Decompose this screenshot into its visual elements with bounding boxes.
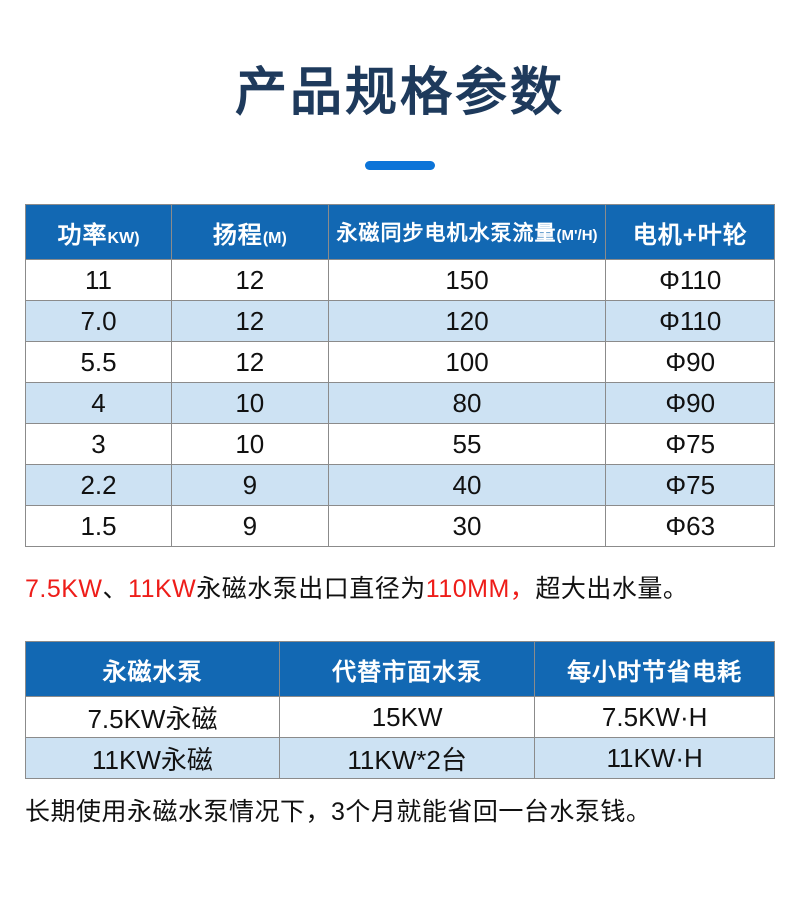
spec-cell-flow: 30 bbox=[327, 505, 607, 547]
column-header-head-unit: (M) bbox=[262, 229, 287, 247]
comparison-cell-replaces: 15KW bbox=[278, 696, 536, 738]
comparison-cell-pm-pump: 11KW永磁 bbox=[25, 737, 280, 779]
column-header-power-label: 功率 bbox=[57, 221, 108, 249]
spec-cell-power: 7.0 bbox=[24, 300, 173, 342]
spec-cell-head: 9 bbox=[171, 464, 329, 506]
spec-cell-impeller: Φ63 bbox=[605, 505, 775, 547]
comparison-row: 7.5KW永磁 15KW 7.5KW·H bbox=[25, 696, 775, 738]
spec-row: 2.2 9 40 Φ75 bbox=[24, 464, 775, 506]
spec-cell-head: 12 bbox=[171, 300, 329, 342]
outlet-note-segment: 110MM， bbox=[425, 575, 536, 603]
spec-row: 7.0 12 120 Φ110 bbox=[24, 300, 775, 342]
spec-row: 11 12 150 Φ110 bbox=[24, 259, 775, 301]
page-title: 产品规格参数 bbox=[234, 64, 565, 122]
outlet-note-segment: 永磁水泵出口直径为 bbox=[196, 575, 426, 603]
comparison-table-body: 7.5KW永磁 15KW 7.5KW·H 11KW永磁 11KW*2台 11KW… bbox=[25, 696, 775, 779]
spec-cell-impeller: Φ110 bbox=[605, 259, 775, 301]
comparison-row: 11KW永磁 11KW*2台 11KW·H bbox=[25, 737, 775, 779]
product-spec-page: 产品规格参数 功率KW) 扬程(M) 永磁同步电机水泵流量(M'/H) 电机+叶… bbox=[0, 62, 800, 904]
spec-row: 4 10 80 Φ90 bbox=[24, 382, 775, 424]
comparison-cell-savings: 11KW·H bbox=[534, 737, 775, 779]
column-header-flow-label: 永磁同步电机水泵流量 bbox=[336, 222, 557, 245]
spec-header-row: 功率KW) 扬程(M) 永磁同步电机水泵流量(M'/H) 电机+叶轮 bbox=[24, 204, 775, 260]
spec-cell-power: 2.2 bbox=[24, 464, 173, 506]
spec-cell-head: 10 bbox=[171, 382, 329, 424]
spec-cell-power: 4 bbox=[24, 382, 173, 424]
spec-cell-flow: 100 bbox=[327, 341, 607, 383]
comparison-cell-pm-pump: 7.5KW永磁 bbox=[25, 696, 280, 738]
column-header-motor-impeller: 电机+叶轮 bbox=[605, 204, 775, 260]
spec-cell-impeller: Φ90 bbox=[605, 382, 775, 424]
column-header-motor-impeller-label: 电机+叶轮 bbox=[632, 221, 748, 249]
title-underline bbox=[365, 161, 435, 170]
column-header-pm-pump: 永磁水泵 bbox=[25, 641, 280, 697]
spec-cell-head: 10 bbox=[171, 423, 329, 465]
spec-table-body: 11 12 150 Φ110 7.0 12 120 Φ110 5.5 12 10… bbox=[24, 259, 775, 547]
spec-cell-impeller: Φ110 bbox=[605, 300, 775, 342]
outlet-note-segment: 、 bbox=[102, 575, 129, 603]
comparison-header-row: 永磁水泵 代替市面水泵 每小时节省电耗 bbox=[25, 641, 775, 697]
column-header-flow-unit: (M'/H) bbox=[556, 227, 598, 244]
spec-cell-power: 5.5 bbox=[24, 341, 173, 383]
comparison-table: 永磁水泵 代替市面水泵 每小时节省电耗 7.5KW永磁 15KW 7.5KW·H… bbox=[25, 641, 775, 779]
outlet-note: 7.5KW、11KW永磁水泵出口直径为110MM，超大出水量。 bbox=[25, 572, 775, 606]
savings-note: 长期使用永磁水泵情况下，3个月就能省回一台水泵钱。 bbox=[25, 798, 652, 826]
column-header-head: 扬程(M) bbox=[171, 204, 329, 260]
spec-cell-head: 12 bbox=[171, 259, 329, 301]
spec-cell-impeller: Φ75 bbox=[605, 464, 775, 506]
comparison-table-header: 永磁水泵 代替市面水泵 每小时节省电耗 bbox=[25, 641, 775, 697]
outlet-note-segment: 11KW bbox=[128, 575, 197, 603]
outlet-note-segment: 7.5KW bbox=[25, 575, 103, 603]
spec-cell-flow: 80 bbox=[327, 382, 607, 424]
column-header-flow: 永磁同步电机水泵流量(M'/H) bbox=[327, 204, 607, 260]
spec-row: 1.5 9 30 Φ63 bbox=[24, 505, 775, 547]
spec-cell-flow: 150 bbox=[327, 259, 607, 301]
spec-cell-power: 1.5 bbox=[24, 505, 173, 547]
spec-cell-flow: 120 bbox=[327, 300, 607, 342]
column-header-replaces: 代替市面水泵 bbox=[278, 641, 536, 697]
comparison-cell-replaces: 11KW*2台 bbox=[278, 737, 536, 779]
column-header-power: 功率KW) bbox=[24, 204, 173, 260]
spec-cell-head: 9 bbox=[171, 505, 329, 547]
spec-cell-impeller: Φ75 bbox=[605, 423, 775, 465]
spec-cell-power: 11 bbox=[24, 259, 173, 301]
spec-cell-flow: 40 bbox=[327, 464, 607, 506]
column-header-savings: 每小时节省电耗 bbox=[534, 641, 775, 697]
comparison-cell-savings: 7.5KW·H bbox=[534, 696, 775, 738]
spec-row: 3 10 55 Φ75 bbox=[24, 423, 775, 465]
spec-table: 功率KW) 扬程(M) 永磁同步电机水泵流量(M'/H) 电机+叶轮 11 12… bbox=[24, 204, 775, 547]
spec-table-header: 功率KW) 扬程(M) 永磁同步电机水泵流量(M'/H) 电机+叶轮 bbox=[24, 204, 775, 260]
column-header-power-unit: KW) bbox=[107, 229, 140, 247]
spec-cell-power: 3 bbox=[24, 423, 173, 465]
column-header-head-label: 扬程 bbox=[212, 221, 263, 249]
spec-cell-head: 12 bbox=[171, 341, 329, 383]
spec-cell-flow: 55 bbox=[327, 423, 607, 465]
spec-row: 5.5 12 100 Φ90 bbox=[24, 341, 775, 383]
outlet-note-segment: 超大出水量。 bbox=[535, 575, 689, 603]
spec-cell-impeller: Φ90 bbox=[605, 341, 775, 383]
